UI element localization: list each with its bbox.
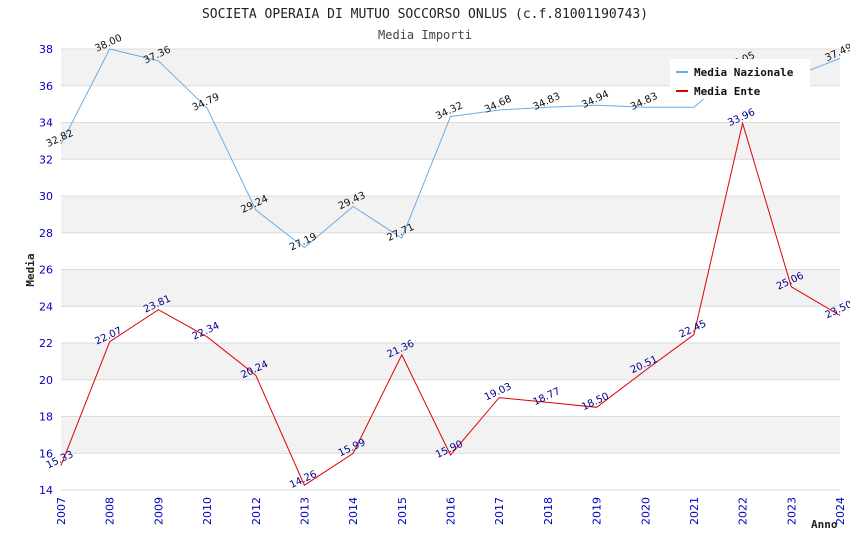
y-tick-label: 14 <box>39 484 53 497</box>
y-tick-label: 38 <box>39 43 53 56</box>
grid-band <box>61 306 840 343</box>
x-axis-ticks: 2007 2008 2009 2010 2012 2013 2014 2015 2016 2017… <box>55 497 847 525</box>
y-tick-label: 34 <box>39 117 53 130</box>
y-tick-label: 16 <box>39 447 53 460</box>
x-tick-label: 2015 <box>396 497 409 525</box>
x-tick-label: 2022 <box>737 497 750 525</box>
x-axis-title: Anno <box>811 518 838 531</box>
x-tick-label: 2021 <box>688 497 701 525</box>
y-axis-title: Media <box>24 253 37 286</box>
x-tick-label: 2007 <box>55 497 68 525</box>
x-tick-label: 2023 <box>785 497 798 525</box>
legend-label: Media Nazionale <box>694 66 794 79</box>
x-tick-label: 2017 <box>493 497 506 525</box>
chart-subtitle: Media Importi <box>378 28 472 42</box>
x-tick-label: 2020 <box>639 497 652 525</box>
x-tick-label: 2012 <box>250 497 263 525</box>
y-tick-label: 26 <box>39 264 53 277</box>
grid-band <box>61 343 840 380</box>
x-tick-label: 2019 <box>591 497 604 525</box>
grid-band <box>61 159 840 196</box>
x-tick-label: 2014 <box>347 497 360 525</box>
chart-title: SOCIETA OPERAIA DI MUTUO SOCCORSO ONLUS … <box>202 7 648 22</box>
legend-label: Media Ente <box>694 85 761 98</box>
grid-band <box>61 232 840 270</box>
grid-band <box>61 196 840 233</box>
grid-band <box>61 416 840 454</box>
y-tick-label: 32 <box>39 153 53 166</box>
grid-bands <box>61 48 840 491</box>
grid-band <box>61 269 840 307</box>
x-tick-label: 2018 <box>542 497 555 525</box>
legend: Media Nazionale Media Ente <box>670 59 810 99</box>
grid-band <box>61 122 840 160</box>
x-tick-label: 2008 <box>104 497 117 525</box>
y-tick-label: 22 <box>39 337 53 350</box>
x-tick-label: 2016 <box>445 497 458 525</box>
legend-box <box>670 59 810 99</box>
y-tick-label: 30 <box>39 190 53 203</box>
x-tick-label: 2010 <box>201 497 214 525</box>
y-tick-label: 24 <box>39 300 53 313</box>
x-tick-label: 2013 <box>298 497 311 525</box>
grid-band <box>61 453 840 490</box>
y-tick-label: 36 <box>39 80 53 93</box>
series-line <box>60 121 841 486</box>
y-axis-ticks: 14 16 18 20 22 24 26 28 30 32 34 36 38 <box>39 43 53 497</box>
x-tick-label: 2009 <box>152 497 165 525</box>
y-tick-label: 18 <box>39 411 53 424</box>
x-tick-label: 2024 <box>834 497 847 525</box>
grid-band <box>61 379 840 417</box>
y-tick-label: 20 <box>39 374 53 387</box>
y-tick-label: 28 <box>39 227 53 240</box>
